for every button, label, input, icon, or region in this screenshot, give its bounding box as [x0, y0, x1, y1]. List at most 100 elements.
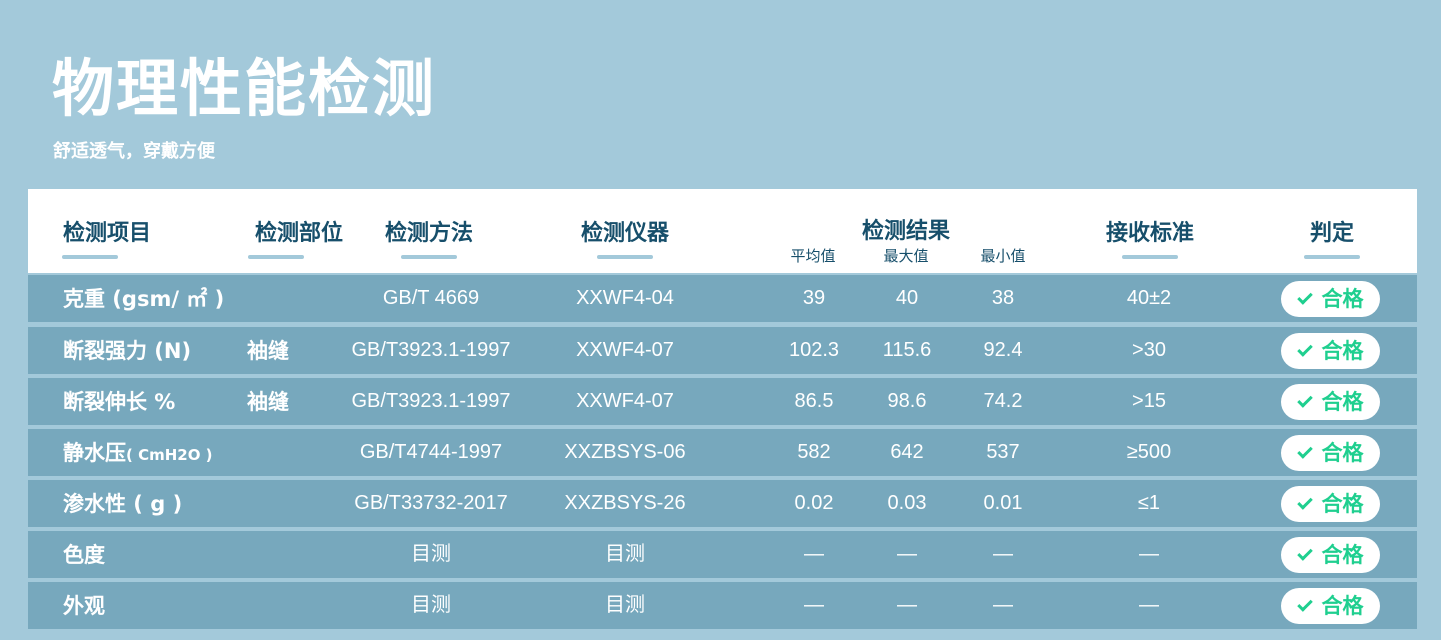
- table-header: 检测项目 检测部位 检测方法 检测仪器 检测结果 平均值 最大值 最小值 接收标…: [28, 189, 1417, 273]
- table-row: 色度 目测 目测 — — — — 合格: [28, 531, 1417, 578]
- item-name: 断裂强力 (N): [63, 327, 191, 374]
- item-max: 0.03: [887, 492, 927, 514]
- page-title: 物理性能检测: [52, 52, 437, 125]
- header-avg: 平均值: [790, 247, 836, 265]
- item-unit: ( CmH2O ): [126, 446, 213, 464]
- check-icon: [1296, 341, 1313, 357]
- item-name: 外观: [63, 582, 105, 629]
- item-instrument: XXZBSYS-26: [564, 492, 686, 514]
- item-avg: —: [804, 594, 824, 616]
- header-underline: [597, 255, 653, 259]
- item-min: —: [993, 543, 1013, 565]
- item-name-text: 断裂强力 (N): [63, 339, 192, 363]
- pass-badge: 合格: [1281, 333, 1380, 369]
- item-avg: 0.02: [794, 492, 834, 514]
- pass-badge: 合格: [1281, 588, 1380, 624]
- item-min: 74.2: [983, 390, 1023, 412]
- check-icon: [1296, 596, 1313, 612]
- header-max: 最大值: [883, 247, 929, 265]
- item-max: —: [897, 543, 917, 565]
- header-underline: [62, 255, 118, 259]
- item-instrument: 目测: [605, 594, 645, 616]
- header-result: 检测结果: [861, 219, 951, 244]
- header-underline: [248, 255, 304, 259]
- item-name-text: 渗水性 ( g ): [63, 492, 183, 516]
- header-underline: [1304, 255, 1360, 259]
- table-row: 外观 目测 目测 — — — — 合格: [28, 582, 1417, 629]
- item-name: 断裂伸长 %: [63, 378, 175, 425]
- item-min: 38: [991, 287, 1015, 309]
- check-icon: [1296, 545, 1313, 561]
- item-min: —: [993, 594, 1013, 616]
- item-name-text: 色度: [63, 543, 105, 567]
- verdict-text: 合格: [1321, 287, 1364, 311]
- item-max: —: [897, 594, 917, 616]
- table-row: 渗水性 ( g ) GB/T33732-2017 XXZBSYS-26 0.02 0.0…: [28, 480, 1417, 527]
- header-instrument: 检测仪器: [580, 221, 670, 246]
- verdict-text: 合格: [1321, 441, 1364, 465]
- verdict-text: 合格: [1321, 339, 1364, 363]
- item-method: 目测: [411, 543, 451, 565]
- item-standard: —: [1139, 543, 1159, 565]
- table-row: 断裂强力 (N) 袖缝 GB/T3923.1-1997 XXWF4-07 102.3 11…: [28, 327, 1417, 374]
- table-row: 克重 (gsm/ ㎡ ) GB/T 4669 XXWF4-04 39 40 38 40±2 合…: [28, 275, 1417, 322]
- test-results-table: 检测项目 检测部位 检测方法 检测仪器 检测结果 平均值 最大值 最小值 接收标…: [28, 189, 1417, 640]
- item-instrument: XXWF4-07: [576, 390, 674, 412]
- item-name: 克重 (gsm/ ㎡ ): [63, 275, 224, 322]
- pass-badge: 合格: [1281, 537, 1380, 573]
- item-name-text: 静水压: [63, 441, 126, 465]
- item-part: 袖缝: [247, 339, 289, 363]
- item-avg: 86.5: [794, 390, 834, 412]
- pass-badge: 合格: [1281, 384, 1380, 420]
- header-verdict: 判定: [1309, 221, 1355, 246]
- verdict-text: 合格: [1321, 492, 1364, 516]
- item-min: 92.4: [983, 339, 1023, 361]
- item-min: 537: [986, 441, 1020, 463]
- item-method: GB/T4744-1997: [359, 441, 503, 463]
- item-method: GB/T3923.1-1997: [351, 339, 511, 361]
- item-max: 98.6: [887, 390, 927, 412]
- item-name-text: 断裂伸长 %: [63, 390, 176, 414]
- check-icon: [1296, 289, 1313, 305]
- item-standard: ≤1: [1137, 492, 1161, 514]
- item-part: 袖缝: [247, 390, 289, 414]
- item-standard: 40±2: [1126, 287, 1172, 309]
- item-method: GB/T 4669: [382, 287, 480, 309]
- item-name-text: 外观: [63, 594, 105, 618]
- pass-badge: 合格: [1281, 435, 1380, 471]
- verdict-text: 合格: [1321, 594, 1364, 618]
- item-standard: >30: [1132, 339, 1166, 361]
- check-icon: [1296, 392, 1313, 408]
- item-avg: —: [804, 543, 824, 565]
- item-method: 目测: [411, 594, 451, 616]
- item-name: 渗水性 ( g ): [63, 480, 182, 527]
- item-max: 115.6: [882, 339, 932, 361]
- header-standard: 接收标准: [1105, 221, 1195, 246]
- item-instrument: 目测: [605, 543, 645, 565]
- check-icon: [1296, 494, 1313, 510]
- header-underline: [401, 255, 457, 259]
- item-standard: ≥500: [1126, 441, 1172, 463]
- verdict-text: 合格: [1321, 543, 1364, 567]
- item-instrument: XXZBSYS-06: [564, 441, 686, 463]
- item-name: 色度: [63, 531, 105, 578]
- verdict-text: 合格: [1321, 390, 1364, 414]
- check-icon: [1296, 443, 1313, 459]
- item-name-text: 克重 (gsm/ ㎡ ): [63, 287, 225, 311]
- item-max: 40: [895, 287, 919, 309]
- item-instrument: XXWF4-04: [576, 287, 674, 309]
- item-avg: 102.3: [788, 339, 840, 361]
- item-method: GB/T33732-2017: [354, 492, 508, 514]
- item-max: 642: [890, 441, 924, 463]
- item-min: 0.01: [983, 492, 1023, 514]
- item-avg: 39: [802, 287, 826, 309]
- item-standard: >15: [1132, 390, 1166, 412]
- pass-badge: 合格: [1281, 281, 1380, 317]
- table-row: 静水压( CmH2O ) GB/T4744-1997 XXZBSYS-06 582 64…: [28, 429, 1417, 476]
- header-part: 检测部位: [254, 221, 344, 246]
- page-subtitle: 舒适透气，穿戴方便: [53, 141, 215, 162]
- header-method: 检测方法: [384, 221, 474, 246]
- item-name: 静水压( CmH2O ): [63, 429, 213, 476]
- table-row: 断裂伸长 % 袖缝 GB/T3923.1-1997 XXWF4-07 86.5 98.6 7…: [28, 378, 1417, 425]
- header-min: 最小值: [980, 247, 1026, 265]
